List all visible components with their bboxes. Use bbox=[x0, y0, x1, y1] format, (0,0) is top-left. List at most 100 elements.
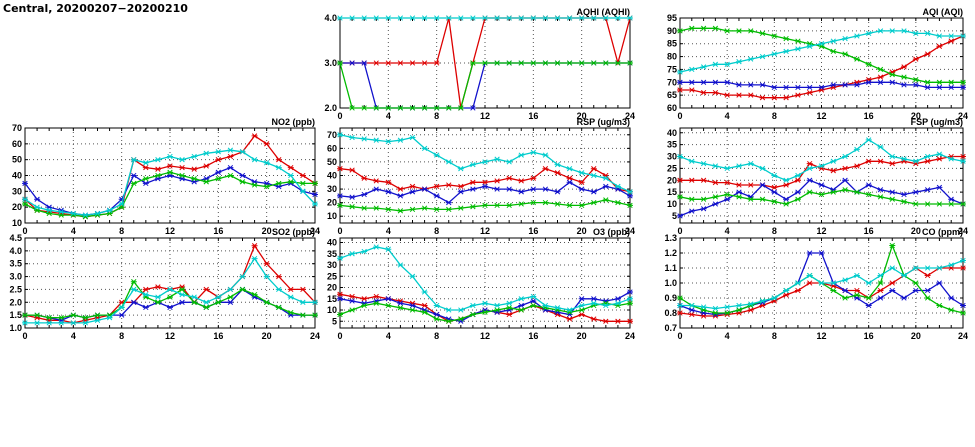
svg-text:12: 12 bbox=[480, 226, 490, 236]
svg-text:35: 35 bbox=[667, 140, 677, 150]
svg-text:24: 24 bbox=[310, 226, 320, 236]
svg-text:20: 20 bbox=[911, 331, 921, 341]
svg-text:10: 10 bbox=[327, 305, 337, 315]
svg-text:16: 16 bbox=[528, 111, 538, 121]
co-plot: CO (ppm)0.70.80.91.01.11.21.30 4 8 12 16 20 24 bbox=[664, 227, 968, 341]
svg-text:20: 20 bbox=[262, 226, 272, 236]
svg-text:10: 10 bbox=[12, 218, 22, 228]
rsp-title: RSP (ug/m3) bbox=[577, 117, 630, 127]
svg-text:12: 12 bbox=[816, 331, 826, 341]
svg-text:1.2: 1.2 bbox=[664, 248, 677, 258]
svg-text:12: 12 bbox=[165, 226, 175, 236]
svg-text:1.0: 1.0 bbox=[664, 278, 677, 288]
svg-text:8: 8 bbox=[434, 331, 439, 341]
chart-aqhi: AQHI (AQHI) 2.0 3.0 4.0 0 4 8 12 16 20 24 bbox=[315, 5, 636, 128]
so2-plot: SO2 (ppb)1.01.52.02.53.03.54.04.50 4 8 12 16… bbox=[9, 227, 320, 341]
svg-text:1.1: 1.1 bbox=[664, 263, 677, 273]
svg-text:8: 8 bbox=[772, 226, 777, 236]
svg-text:20: 20 bbox=[667, 175, 677, 185]
no2-plot: NO2 (ppb) 10 20 30 40 50 60 70 0 4 8 12 16 20 24 bbox=[12, 117, 320, 236]
svg-text:20: 20 bbox=[577, 226, 587, 236]
svg-text:0.7: 0.7 bbox=[664, 323, 677, 333]
svg-text:8: 8 bbox=[434, 226, 439, 236]
svg-text:12: 12 bbox=[480, 331, 490, 341]
no2-title: NO2 (ppb) bbox=[272, 117, 316, 127]
svg-text:50: 50 bbox=[327, 157, 337, 167]
svg-text:3.5: 3.5 bbox=[9, 259, 22, 269]
svg-text:8: 8 bbox=[434, 111, 439, 121]
svg-text:30: 30 bbox=[327, 184, 337, 194]
aqhi-plot: AQHI (AQHI) 2.0 3.0 4.0 0 4 8 12 16 20 24 bbox=[324, 7, 635, 121]
svg-text:0: 0 bbox=[22, 331, 27, 341]
svg-text:1.3: 1.3 bbox=[664, 233, 677, 243]
o3-title: O3 (ppb) bbox=[593, 227, 630, 237]
svg-text:20: 20 bbox=[262, 331, 272, 341]
svg-text:5: 5 bbox=[672, 211, 677, 221]
svg-text:4: 4 bbox=[386, 226, 391, 236]
svg-text:24: 24 bbox=[310, 331, 320, 341]
svg-text:35: 35 bbox=[327, 249, 337, 259]
svg-text:12: 12 bbox=[165, 331, 175, 341]
svg-text:4: 4 bbox=[71, 331, 76, 341]
svg-text:50: 50 bbox=[12, 155, 22, 165]
svg-text:85: 85 bbox=[667, 39, 677, 49]
svg-text:60: 60 bbox=[327, 143, 337, 153]
svg-text:4: 4 bbox=[725, 226, 730, 236]
svg-text:4.0: 4.0 bbox=[324, 13, 337, 23]
svg-text:12: 12 bbox=[480, 111, 490, 121]
svg-text:0.8: 0.8 bbox=[664, 308, 677, 318]
aqi-plot: AQI (AQI) 60 65 70 75 80 85 90 95 0 4 8 12 16 20 24 bbox=[667, 7, 968, 121]
svg-text:40: 40 bbox=[12, 171, 22, 181]
svg-text:20: 20 bbox=[577, 111, 587, 121]
svg-text:30: 30 bbox=[12, 186, 22, 196]
svg-text:75: 75 bbox=[667, 64, 677, 74]
svg-text:24: 24 bbox=[958, 331, 968, 341]
svg-text:0: 0 bbox=[337, 331, 342, 341]
svg-text:16: 16 bbox=[528, 331, 538, 341]
rsp-plot: RSP (ug/m3) 10 20 30 40 50 60 70 0 4 8 12 16 20 24 bbox=[327, 117, 635, 236]
svg-text:10: 10 bbox=[327, 211, 337, 221]
svg-text:1.0: 1.0 bbox=[9, 323, 22, 333]
svg-text:15: 15 bbox=[667, 187, 677, 197]
svg-text:70: 70 bbox=[12, 123, 22, 133]
chart-fsp: FSP (ug/m3) 5 10 15 20 25 30 35 40 0 4 8 12 16 20 24 bbox=[655, 115, 969, 243]
svg-text:12: 12 bbox=[816, 226, 826, 236]
svg-text:8: 8 bbox=[772, 111, 777, 121]
chart-no2: NO2 (ppb) 10 20 30 40 50 60 70 0 4 8 12 16 20 24 bbox=[0, 115, 321, 243]
svg-text:5: 5 bbox=[332, 316, 337, 326]
svg-text:70: 70 bbox=[327, 130, 337, 140]
svg-text:8: 8 bbox=[772, 331, 777, 341]
svg-text:0: 0 bbox=[22, 226, 27, 236]
svg-text:24: 24 bbox=[958, 226, 968, 236]
co-title: CO (ppm) bbox=[922, 227, 963, 237]
svg-text:24: 24 bbox=[625, 111, 635, 121]
svg-text:20: 20 bbox=[12, 202, 22, 212]
svg-text:3.0: 3.0 bbox=[324, 58, 337, 68]
svg-text:40: 40 bbox=[327, 171, 337, 181]
fsp-title: FSP (ug/m3) bbox=[911, 117, 963, 127]
svg-text:24: 24 bbox=[625, 331, 635, 341]
chart-so2: SO2 (ppb) 1.0 1.5 2.0 2.5 3.0 3.5 4.0 4.5 0 4 8 12 16… bbox=[0, 225, 321, 348]
svg-text:40: 40 bbox=[327, 238, 337, 248]
aqi-title: AQI (AQI) bbox=[923, 7, 964, 17]
svg-text:40: 40 bbox=[667, 128, 677, 138]
chart-aqi: AQI (AQI) 60 65 70 75 80 85 90 95 0 4 8 12 16 20 24 bbox=[655, 5, 969, 128]
svg-text:4.5: 4.5 bbox=[9, 233, 22, 243]
svg-text:16: 16 bbox=[528, 226, 538, 236]
svg-text:20: 20 bbox=[327, 283, 337, 293]
svg-text:0: 0 bbox=[337, 226, 342, 236]
svg-text:2.0: 2.0 bbox=[324, 103, 337, 113]
svg-text:1.5: 1.5 bbox=[9, 310, 22, 320]
page-title: Central, 20200207−20200210 bbox=[3, 2, 188, 15]
svg-text:2.5: 2.5 bbox=[9, 284, 22, 294]
svg-text:95: 95 bbox=[667, 13, 677, 23]
svg-text:0: 0 bbox=[677, 226, 682, 236]
svg-text:15: 15 bbox=[327, 294, 337, 304]
svg-text:4: 4 bbox=[725, 111, 730, 121]
svg-text:0.9: 0.9 bbox=[664, 293, 677, 303]
svg-text:8: 8 bbox=[119, 226, 124, 236]
svg-text:0: 0 bbox=[677, 111, 682, 121]
svg-text:0: 0 bbox=[337, 111, 342, 121]
